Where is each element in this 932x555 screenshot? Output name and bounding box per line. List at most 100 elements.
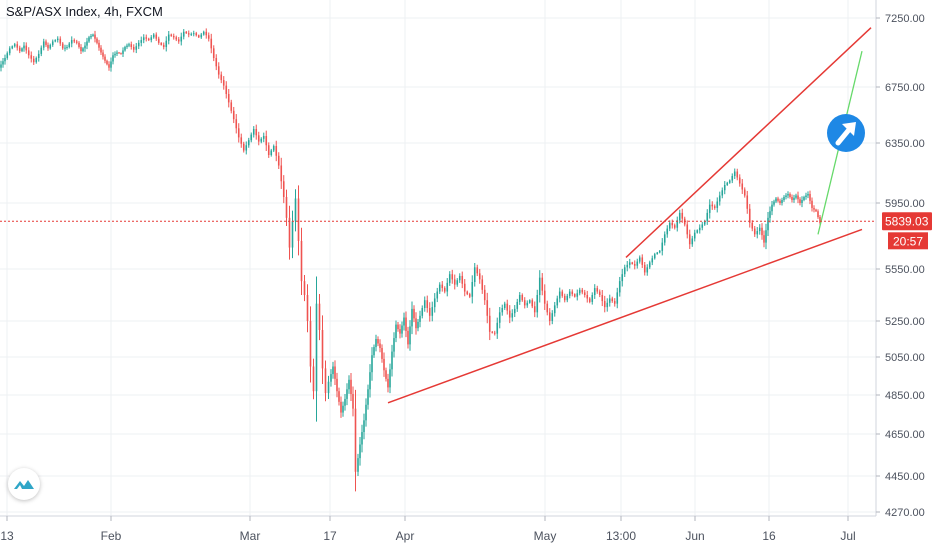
candle-body-319 [765,230,767,243]
candle-body-168 [395,324,397,339]
candle-body-279 [666,228,669,235]
candle-body-345 [817,211,819,218]
candle-body-56 [124,46,126,51]
candle-body-220 [518,295,521,302]
candle-body-76 [172,35,175,38]
x-tick-label-7: Jun [685,529,704,543]
candle-body-194 [453,279,456,285]
candle-body-272 [648,262,651,268]
x-tick-label-2: Mar [240,529,261,543]
candle-body-173 [405,317,407,331]
candle-body-128 [306,295,309,321]
candle-body-133 [321,330,324,369]
candle-body-116 [272,146,275,151]
candle-body-310 [743,189,746,196]
candle-body-235 [556,298,559,306]
candle-body-222 [523,300,526,306]
candle-body-117 [275,146,278,156]
candle-body-232 [548,312,551,321]
candle-body-306 [733,171,736,176]
candle-body-127 [303,281,306,295]
candle-body-91 [210,38,213,49]
candle-body-87 [200,34,203,38]
x-tick-label-1: Feb [101,529,122,543]
candle-body-156 [371,355,373,373]
candle-body-307 [736,171,739,178]
candle-body-60 [132,46,135,50]
candle-body-74 [167,34,170,41]
candle-body-75 [170,34,173,36]
candle-body-155 [369,372,371,390]
candle-body-167 [393,338,395,352]
candle-body-86 [197,35,200,38]
candle-body-309 [741,183,744,190]
candle-body-145 [348,379,350,390]
candle-body-163 [385,370,387,379]
candle-body-204 [478,273,481,280]
candle-body-237 [561,291,564,296]
candle-body-35 [82,48,84,52]
candle-body-331 [789,194,791,197]
candle-body-29 [68,43,71,47]
candle-body-321 [769,211,771,218]
candle-body-24 [56,38,59,41]
time-axis[interactable]: 13 Feb Mar 17 Apr May 13:00 Jun 16 Jul [0,516,856,543]
candle-body-318 [763,235,765,243]
candle-body-125 [297,198,300,241]
candle-body-33 [78,42,80,47]
candle-body-323 [773,201,775,205]
candle-body-81 [185,31,188,34]
candle-body-329 [785,195,787,197]
candle-body-296 [708,204,711,213]
candle-body-152 [363,420,365,433]
candle-body-344 [815,209,817,212]
candle-body-180 [419,315,421,322]
candle-body-190 [443,288,446,292]
candle-body-247 [586,295,589,299]
candle-body-161 [381,348,383,359]
candle-body-234 [553,305,556,314]
candle-body-325 [777,198,779,201]
candle-body-334 [795,195,797,198]
candle-body-316 [758,227,761,232]
candle-body-294 [703,221,706,225]
candle-body-154 [367,389,369,405]
candle-body-177 [413,308,415,319]
candle-body-181 [421,308,424,316]
candle-body-68 [152,34,155,38]
candle-body-196 [458,275,461,281]
candle-body-150 [359,444,361,459]
candle-body-278 [663,234,666,243]
candle-body-295 [706,212,709,222]
candle-body-336 [799,199,801,203]
candle-body-69 [155,34,158,39]
candle-body-212 [498,312,501,323]
y-tick-label-4: 5550.00 [885,264,925,276]
x-tick-label-5: May [534,529,557,543]
candle-body-136 [330,374,332,382]
candle-body-226 [533,306,536,313]
candle-body-131 [315,303,318,392]
candle-body-109 [255,129,258,136]
candle-body-22 [51,41,54,45]
candle-body-203 [476,267,479,274]
candle-body-188 [438,284,441,292]
candle-body-239 [566,295,569,301]
candle-body-143 [344,398,346,406]
candle-body-289 [691,238,694,245]
candle-body-3 [6,53,9,59]
candle-body-303 [726,182,729,185]
candle-body-135 [327,381,330,394]
candle-body-101 [235,119,238,129]
tradingview-logo-icon[interactable] [8,468,40,500]
candle-body-105 [245,145,248,151]
price-axis[interactable]: 7250.00 6750.00 6350.00 5950.00 5550.00 5250.… [876,13,925,519]
candle-body-111 [260,138,263,142]
candle-body-73 [165,40,168,47]
candle-body-297 [711,204,714,207]
candle-body-142 [342,405,344,413]
candle-body-283 [676,220,679,228]
candle-body-72 [162,44,165,47]
